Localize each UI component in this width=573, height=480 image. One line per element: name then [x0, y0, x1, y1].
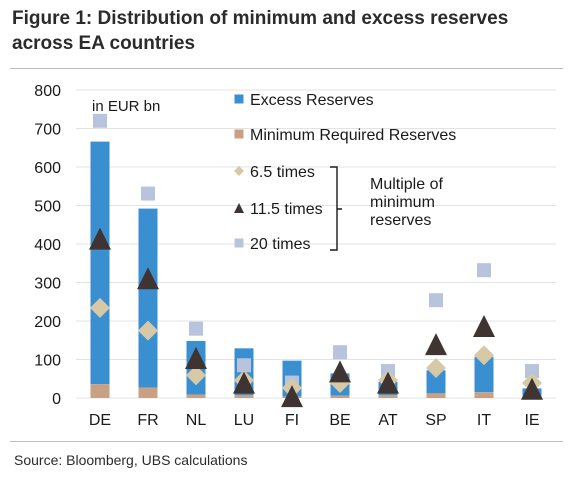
marker-20x-nl — [189, 321, 203, 336]
legend-marker-4 — [234, 238, 244, 248]
bar-minimum-sp — [426, 393, 446, 398]
chart-title: Figure 1: Distribution of minimum and ex… — [12, 8, 509, 54]
marker-6-5x-nl — [186, 365, 206, 386]
legend-marker-1 — [234, 129, 244, 139]
bracket — [330, 166, 342, 251]
bar-minimum-it — [474, 392, 494, 398]
marker-20x-lu — [237, 358, 251, 373]
x-axis-ticks: DE FR NL LU FI BE AT SP IT IE — [89, 412, 540, 429]
legend-label: 6.5 times — [250, 164, 315, 181]
y-tick-label: 800 — [34, 83, 61, 100]
legend: Excess Reserves Minimum Required Reserves… — [234, 92, 456, 253]
x-tick-label: SP — [425, 412, 446, 429]
marker-11-5x-ie — [521, 377, 543, 400]
source-divider — [10, 441, 563, 442]
annotation-line: reserves — [370, 212, 431, 229]
x-tick-label: BE — [329, 412, 350, 429]
bar-minimum-nl — [186, 394, 206, 398]
marker-20x-fr — [141, 186, 155, 201]
bar-excess-fr — [138, 208, 158, 388]
marker-11-5x-at — [377, 371, 399, 394]
marker-11-5x-fi — [281, 385, 303, 408]
reserves-chart: 0 100 200 300 400 500 600 700 800 DE FR NL LU FI BE AT… — [34, 83, 556, 429]
x-tick-label: AT — [378, 412, 397, 429]
x-tick-label: DE — [89, 412, 111, 429]
y-tick-label: 200 — [34, 314, 61, 331]
source-note: Source: Bloomberg, UBS calculations — [14, 452, 248, 468]
y-tick-label: 0 — [52, 391, 61, 408]
marker-11-5x-be — [329, 360, 351, 383]
bar-minimum-be — [330, 395, 350, 398]
legend-label: 20 times — [250, 236, 310, 253]
y-tick-label: 400 — [34, 237, 61, 254]
y-tick-label: 700 — [34, 122, 61, 139]
marker-6-5x-fr — [138, 320, 158, 341]
marker-20x-be — [333, 345, 347, 360]
marker-20x-de — [93, 113, 107, 128]
x-tick-label: IT — [477, 412, 491, 429]
marker-11-5x-lu — [233, 371, 255, 394]
bar-minimum-lu — [234, 395, 254, 398]
marker-20x-ie — [525, 364, 539, 379]
annotation-line: Multiple of — [370, 176, 443, 193]
x-tick-label: FR — [137, 412, 158, 429]
y-tick-label: 300 — [34, 276, 61, 293]
y-tick-label: 500 — [34, 199, 61, 216]
marker-6-5x-it — [474, 345, 494, 366]
legend-marker-2 — [234, 166, 244, 176]
multiple-markers — [89, 113, 543, 408]
title-divider — [10, 68, 563, 69]
marker-6-5x-de — [90, 297, 110, 318]
bar-excess-de — [90, 141, 110, 385]
marker-20x-sp — [429, 293, 443, 308]
x-tick-label: IE — [524, 412, 539, 429]
y-axis-ticks: 0 100 200 300 400 500 600 700 800 — [34, 83, 61, 408]
x-tick-label: FI — [285, 412, 299, 429]
unit-note: in EUR bn — [92, 98, 160, 115]
legend-marker-0 — [234, 94, 244, 104]
x-tick-label: NL — [186, 412, 207, 429]
marker-11-5x-sp — [425, 333, 447, 356]
legend-label: Minimum Required Reserves — [250, 127, 456, 144]
annotation-line: minimum — [370, 194, 435, 211]
legend-label: Excess Reserves — [250, 92, 374, 109]
marker-11-5x-fr — [137, 267, 159, 290]
bar-minimum-fr — [138, 387, 158, 398]
legend-marker-3 — [234, 203, 244, 213]
marker-20x-it — [477, 263, 491, 278]
bar-excess-it — [474, 356, 494, 393]
y-tick-label: 100 — [34, 353, 61, 370]
legend-label: 11.5 times — [250, 201, 323, 218]
marker-6-5x-sp — [426, 357, 446, 378]
bar-minimum-at — [378, 395, 398, 398]
marker-11-5x-it — [473, 315, 495, 338]
bar-excess-sp — [426, 370, 446, 394]
y-tick-label: 600 — [34, 160, 61, 177]
marker-11-5x-nl — [185, 346, 207, 369]
x-tick-label: LU — [234, 412, 254, 429]
marker-11-5x-de — [89, 227, 111, 250]
bar-minimum-de — [90, 384, 110, 398]
